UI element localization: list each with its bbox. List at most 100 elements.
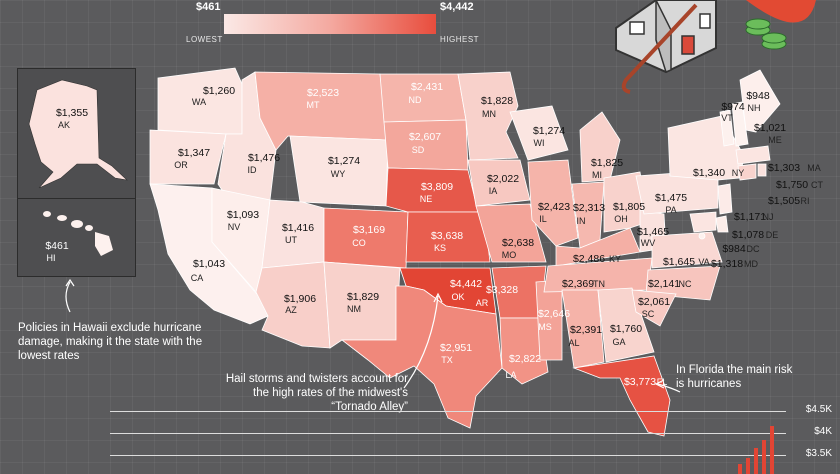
state-abbr-wv: WV bbox=[641, 238, 656, 248]
state-abbr-ny: NY bbox=[732, 168, 745, 178]
legend-gradient-bar bbox=[224, 14, 436, 34]
state-abbr-nd: ND bbox=[409, 95, 422, 105]
state-value-ri: $1,505 bbox=[768, 195, 800, 207]
state-abbr-ne: NE bbox=[420, 194, 433, 204]
state-shape-co bbox=[323, 207, 409, 269]
state-value-tn: $2,369 bbox=[562, 278, 594, 290]
state-value-nc: $2,141 bbox=[648, 278, 680, 290]
state-abbr-nm: NM bbox=[347, 304, 361, 314]
state-shape-ga bbox=[597, 287, 655, 363]
state-value-tx: $2,951 bbox=[440, 342, 472, 354]
state-abbr-id: ID bbox=[248, 165, 258, 175]
state-shape-sd bbox=[383, 119, 469, 171]
state-shape-sc bbox=[631, 289, 677, 327]
state-abbr-al: AL bbox=[568, 338, 579, 348]
state-value-ca: $1,043 bbox=[193, 258, 225, 270]
state-abbr-sc: SC bbox=[642, 309, 655, 319]
hawaii-note: Policies in Hawaii exclude hurricane dam… bbox=[18, 322, 203, 362]
state-abbr-tx: TX bbox=[441, 355, 453, 365]
state-shape-al bbox=[561, 289, 605, 369]
state-value-ks: $3,638 bbox=[431, 230, 463, 242]
scale-bars bbox=[738, 426, 774, 474]
state-abbr-ct: CT bbox=[811, 180, 823, 190]
state-shape-fl bbox=[572, 355, 671, 437]
state-value-ut: $1,416 bbox=[282, 222, 314, 234]
state-shape-ut bbox=[261, 199, 325, 269]
state-value-nh: $948 bbox=[746, 90, 770, 102]
alaska-labels: $1,355 AK bbox=[56, 107, 88, 130]
umbrella-handle bbox=[621, 3, 698, 94]
state-value-id: $1,476 bbox=[248, 152, 280, 164]
legend-low-value: $461 bbox=[196, 1, 221, 13]
state-value-il: $2,423 bbox=[538, 201, 570, 213]
state-shape-oh bbox=[603, 171, 649, 233]
state-shape-ma bbox=[735, 145, 771, 165]
state-shape-nj bbox=[717, 183, 733, 215]
state-shape-nm bbox=[323, 261, 401, 349]
state-shape-ia bbox=[467, 159, 531, 207]
legend-high-value: $4,442 bbox=[440, 1, 474, 13]
state-value-hi: $461 bbox=[45, 240, 69, 252]
state-shape-ks bbox=[405, 211, 491, 263]
state-labels: $1,260 WA $1,347 OR $1,043 CA $1,476 ID … bbox=[174, 81, 823, 388]
state-abbr-ca: CA bbox=[191, 273, 204, 283]
scale-label-4k: $4K bbox=[814, 426, 832, 437]
hawaii-note-arrow bbox=[65, 281, 71, 313]
state-abbr-ms: MS bbox=[538, 322, 552, 332]
state-value-nd: $2,431 bbox=[411, 81, 443, 93]
state-abbr-me: ME bbox=[768, 135, 782, 145]
state-abbr-ia: IA bbox=[489, 186, 498, 196]
state-value-oh: $1,805 bbox=[613, 201, 645, 213]
state-shape-me bbox=[739, 69, 781, 133]
state-shape-de bbox=[715, 215, 729, 233]
state-value-ne: $3,809 bbox=[421, 181, 453, 193]
state-abbr-fl: FL bbox=[657, 377, 668, 387]
state-value-wv: $1,465 bbox=[637, 226, 669, 238]
state-shape-il bbox=[527, 159, 579, 247]
state-abbr-tn: TN bbox=[593, 279, 605, 289]
state-shape-mn bbox=[457, 71, 519, 161]
state-value-wy: $1,274 bbox=[328, 155, 360, 167]
state-value-in: $2,313 bbox=[573, 202, 605, 214]
state-value-or: $1,347 bbox=[178, 147, 210, 159]
hawaii-shape: $461 HI bbox=[43, 211, 113, 263]
state-value-ga: $1,760 bbox=[610, 323, 642, 335]
state-abbr-co: CO bbox=[352, 238, 366, 248]
state-shape-wi bbox=[509, 105, 569, 161]
tornado-note: Hail storms and twisters account for the… bbox=[225, 373, 408, 413]
state-value-ia: $2,022 bbox=[487, 173, 519, 185]
state-value-pa: $1,475 bbox=[655, 192, 687, 204]
state-abbr-wi: WI bbox=[534, 138, 545, 148]
state-value-mt: $2,523 bbox=[307, 87, 339, 99]
state-abbr-mn: MN bbox=[482, 109, 496, 119]
state-value-wi: $1,274 bbox=[533, 125, 565, 137]
state-value-ms: $2,646 bbox=[538, 308, 570, 320]
state-value-fl: $3,773 bbox=[624, 376, 656, 388]
state-shape-nc bbox=[645, 265, 721, 301]
state-value-va: $1,645 bbox=[663, 256, 695, 268]
state-value-ct: $1,750 bbox=[776, 179, 808, 191]
state-abbr-nc: NC bbox=[679, 279, 692, 289]
state-abbr-mt: MT bbox=[307, 100, 320, 110]
state-abbr-mi: MI bbox=[592, 170, 602, 180]
state-value-wa: $1,260 bbox=[203, 85, 235, 97]
scale-label-3-5k: $3.5K bbox=[805, 448, 832, 459]
florida-note-arrow bbox=[657, 383, 681, 393]
state-value-la: $2,822 bbox=[509, 353, 541, 365]
state-abbr-ga: GA bbox=[612, 337, 625, 347]
state-shape-md bbox=[689, 211, 717, 233]
state-value-sc: $2,061 bbox=[638, 296, 670, 308]
state-abbr-dc: DC bbox=[747, 244, 760, 254]
state-abbr-il: IL bbox=[539, 214, 547, 224]
state-abbr-md: MD bbox=[744, 259, 758, 269]
scale-label-4-5k: $4.5K bbox=[805, 404, 832, 415]
state-shape-ct bbox=[737, 163, 757, 181]
state-abbr-ak: AK bbox=[58, 120, 70, 130]
state-shape-or bbox=[149, 129, 227, 185]
state-abbr-sd: SD bbox=[412, 145, 425, 155]
state-shape-la bbox=[499, 317, 549, 385]
state-shape-dc bbox=[698, 232, 706, 240]
state-abbr-ar: AR bbox=[476, 298, 489, 308]
state-shape-vt bbox=[719, 109, 735, 147]
state-abbr-hi: HI bbox=[47, 253, 56, 263]
